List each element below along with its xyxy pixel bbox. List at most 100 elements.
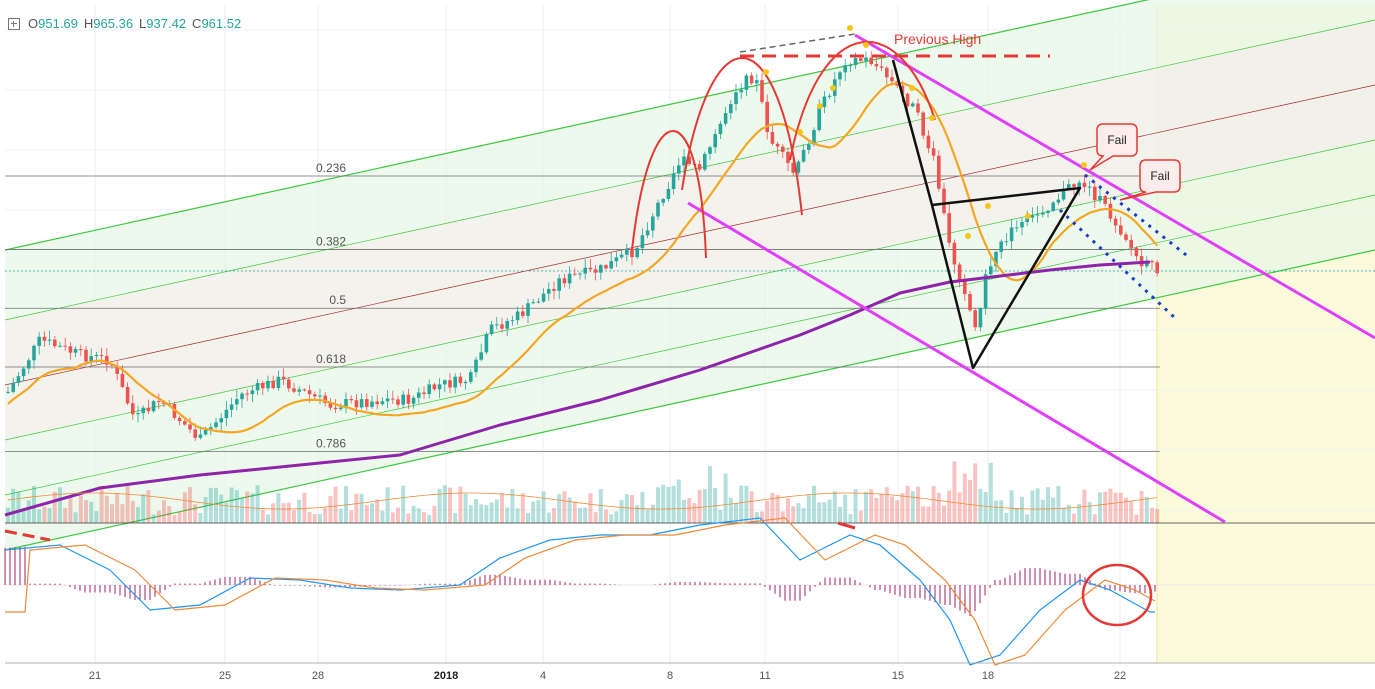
candle-body-134 xyxy=(703,153,707,170)
candle-body-120 xyxy=(630,249,634,258)
candle-body-138 xyxy=(723,113,728,124)
candle-body-68 xyxy=(359,399,364,408)
volume-bar-177 xyxy=(926,506,931,523)
candle-body-220 xyxy=(1150,260,1154,263)
volume-bar-108 xyxy=(567,497,572,523)
volume-bar-160 xyxy=(838,506,842,523)
candle-body-15 xyxy=(84,349,88,362)
candle-body-131 xyxy=(687,156,691,164)
volume-bar-93 xyxy=(489,502,494,523)
volume-bar-33 xyxy=(177,511,182,523)
volume-bar-52 xyxy=(276,492,281,523)
ohlc-legend: O951.69 H965.36 L937.42 C961.52 xyxy=(8,16,241,31)
candle-body-195 xyxy=(1020,222,1024,228)
volume-bar-161 xyxy=(843,494,848,523)
candle-body-105 xyxy=(552,288,556,291)
candle-body-214 xyxy=(1119,225,1123,235)
x-tick-label-8: 18 xyxy=(982,670,994,682)
candle-body-179 xyxy=(937,155,941,189)
candle-body-114 xyxy=(599,265,603,273)
candle-body-92 xyxy=(484,333,489,353)
marker-dot-7 xyxy=(929,115,935,121)
volume-bar-53 xyxy=(281,503,286,523)
candle-body-165 xyxy=(864,57,868,61)
candle-body-205 xyxy=(1072,184,1076,187)
volume-bar-192 xyxy=(1004,512,1009,523)
volume-bar-40 xyxy=(214,488,218,523)
candle-body-215 xyxy=(1124,234,1128,240)
candle-body-156 xyxy=(817,107,821,131)
candle-body-144 xyxy=(755,80,759,84)
candle-body-67 xyxy=(354,400,359,408)
volume-bar-214 xyxy=(1118,492,1123,523)
volume-bar-127 xyxy=(666,487,671,523)
candle-body-168 xyxy=(879,66,884,68)
volume-bar-202 xyxy=(1056,486,1061,523)
volume-bar-16 xyxy=(89,501,94,523)
volume-bar-175 xyxy=(916,486,920,523)
volume-bar-188 xyxy=(983,491,988,523)
candle-body-102 xyxy=(536,301,541,303)
candle-body-29 xyxy=(157,401,161,403)
pitchfork-line-5 xyxy=(4,249,1375,551)
candle-body-57 xyxy=(302,389,307,391)
volume-bar-34 xyxy=(182,492,187,523)
volume-bar-60 xyxy=(318,514,322,523)
volume-bar-171 xyxy=(895,500,900,523)
marker-dot-8 xyxy=(985,203,991,209)
marker-dot-1 xyxy=(763,69,769,75)
volume-bar-36 xyxy=(193,504,198,523)
volume-bar-107 xyxy=(562,491,567,523)
volume-bar-15 xyxy=(84,500,88,523)
volume-bar-81 xyxy=(427,514,432,523)
volume-bar-74 xyxy=(390,512,395,523)
volume-bar-82 xyxy=(432,505,437,523)
signal-line xyxy=(5,517,1156,666)
candle-body-216 xyxy=(1129,239,1133,248)
volume-bar-210 xyxy=(1098,492,1102,523)
macd-dash-a xyxy=(4,529,51,542)
candle-body-174 xyxy=(911,103,915,107)
macd-highlight-circle xyxy=(1081,563,1153,627)
pitchfork-line-1 xyxy=(4,19,1375,321)
candle-body-211 xyxy=(1103,196,1107,204)
candle-body-35 xyxy=(188,424,192,430)
candle-body-116 xyxy=(609,261,613,269)
volume-bar-98 xyxy=(515,508,520,523)
volume-bar-157 xyxy=(822,502,827,523)
candle-body-34 xyxy=(183,421,187,425)
candle-body-33 xyxy=(177,417,182,422)
volume-bar-145 xyxy=(760,511,764,523)
volume-bar-221 xyxy=(1155,508,1160,523)
volume-bar-78 xyxy=(411,505,416,523)
volume-bar-48 xyxy=(255,485,260,523)
candle-body-82 xyxy=(432,384,437,390)
candle-body-118 xyxy=(619,254,624,258)
volume-bar-94 xyxy=(494,499,499,523)
candle-body-124 xyxy=(651,216,655,231)
candle-body-221 xyxy=(1155,262,1159,274)
candle-body-74 xyxy=(391,398,395,400)
candle-body-83 xyxy=(437,384,442,390)
expand-icon[interactable] xyxy=(8,17,20,30)
candle-body-52 xyxy=(276,376,281,389)
candle-body-9 xyxy=(53,339,57,347)
candle-body-48 xyxy=(255,383,260,391)
marker-dot-5 xyxy=(863,42,869,48)
candle-body-190 xyxy=(994,251,998,267)
candle-body-148 xyxy=(775,143,780,147)
x-tick-label-9: 22 xyxy=(1114,670,1126,682)
volume-bar-182 xyxy=(952,461,957,523)
candle-body-27 xyxy=(146,407,151,412)
marker-dot-2 xyxy=(797,129,803,135)
volume-bar-186 xyxy=(973,463,978,523)
fib-label-3: 0.618 xyxy=(316,352,346,366)
candle-body-117 xyxy=(614,257,619,262)
volume-bar-216 xyxy=(1129,501,1134,523)
volume-bar-147 xyxy=(770,493,775,523)
candle-body-25 xyxy=(136,413,140,415)
volume-bar-87 xyxy=(458,486,463,523)
candle-body-13 xyxy=(73,348,78,353)
